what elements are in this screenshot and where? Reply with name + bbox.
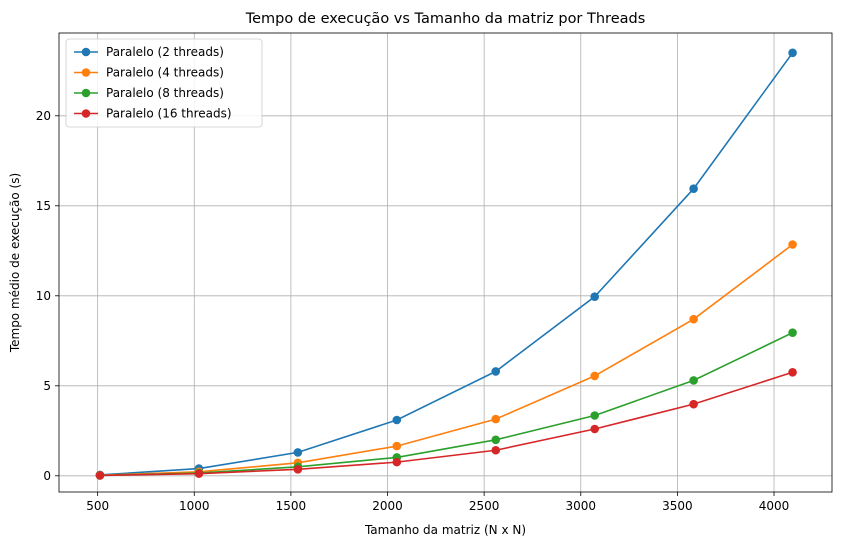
x-tick-label: 2000 [372,499,403,513]
data-point [590,411,599,420]
chart-title: Tempo de execução vs Tamanho da matriz p… [245,11,646,27]
data-point [689,399,698,409]
legend-marker [81,109,91,118]
data-point [590,371,599,381]
y-tick-label: 5 [43,379,51,393]
data-point [590,424,599,434]
y-tick-label: 10 [36,289,51,303]
legend-label: Paralelo (4 threads) [106,66,224,80]
data-point [392,457,402,467]
series-line [99,371,793,477]
x-tick-label: 1500 [276,499,307,513]
legend-box [65,38,263,128]
data-point [293,465,303,474]
legend-item: Paralelo (8 threads) [74,86,224,100]
data-point [194,469,204,478]
series-layer [95,48,797,480]
legend-item: Paralelo (4 threads) [74,66,224,80]
data-point [689,314,698,324]
x-tick-label: 2500 [469,499,500,513]
data-point [788,48,797,58]
x-tick-label: 4000 [759,499,790,513]
data-point [491,435,501,445]
legend-label: Paralelo (8 threads) [106,86,224,100]
data-point [689,376,698,385]
legend-marker [81,68,91,77]
legend-marker [81,88,91,98]
y-tick-label: 15 [36,199,51,213]
data-point [788,240,797,249]
y-axis-label: Tempo médio de execução (s) [8,173,22,353]
legend-item: Paralelo (2 threads) [74,45,224,59]
data-point [491,367,501,376]
data-point [689,184,698,193]
plot-frame [58,32,833,493]
axes: 500 1000 1500 2000 2500 3000 3500 4000 0 5 10 15 20 [36,32,833,513]
y-tick-label: 20 [36,109,51,123]
x-tick-label: 3000 [566,499,597,513]
data-point [788,368,797,377]
grid [59,33,832,492]
y-tick-label: 0 [43,469,51,483]
series-line [99,52,794,476]
data-point [392,441,402,451]
data-point [392,415,402,425]
data-point [590,292,599,302]
legend: Paralelo (2 threads) Paralelo (4 threads)… [65,38,263,128]
data-point [95,471,105,480]
data-point [491,414,501,424]
legend-item: Paralelo (16 threads) [74,107,232,121]
data-point [293,448,303,457]
series [95,48,797,480]
series-line [99,331,793,477]
legend-marker [81,47,91,57]
series [95,240,797,480]
series-line [99,243,794,477]
x-tick-label: 3500 [662,499,693,513]
series [95,368,797,480]
x-axis-label: Tamanho da matriz (N x N) [364,523,526,537]
data-point [491,445,501,455]
x-tick-label: 500 [86,499,109,513]
x-tick-label: 1000 [179,499,210,513]
legend-label: Paralelo (16 threads) [106,107,232,121]
legend-label: Paralelo (2 threads) [106,45,224,59]
data-point [788,328,797,338]
